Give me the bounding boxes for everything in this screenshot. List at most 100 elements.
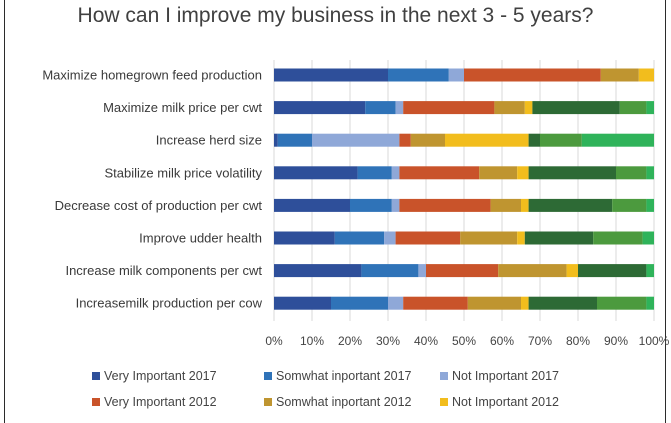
bar-segment bbox=[498, 264, 567, 278]
bar-segment bbox=[399, 133, 411, 147]
bar-segment bbox=[312, 133, 400, 147]
bar-segment bbox=[274, 101, 366, 115]
bar-segment bbox=[384, 231, 396, 245]
bar-segment bbox=[334, 231, 385, 245]
category-label: Increase herd size bbox=[156, 133, 262, 148]
bar-segment bbox=[490, 198, 521, 212]
legend-swatch bbox=[440, 398, 448, 406]
bar-segment bbox=[521, 198, 529, 212]
x-tick-label: 90% bbox=[604, 334, 628, 348]
bar-segment bbox=[399, 198, 491, 212]
x-tick-label: 20% bbox=[338, 334, 362, 348]
bar-segment bbox=[274, 231, 335, 245]
legend-label: Somwhat inportant 2017 bbox=[276, 369, 412, 383]
category-label: Maximize milk price per cwt bbox=[103, 100, 262, 115]
bar-segment bbox=[528, 166, 616, 180]
legend-swatch bbox=[92, 398, 100, 406]
chart-frame bbox=[4, 0, 666, 423]
category-label: Increasemilk production per cow bbox=[76, 296, 263, 311]
bar-segment bbox=[517, 166, 529, 180]
bar-segment bbox=[619, 101, 647, 115]
bar-segment bbox=[277, 133, 312, 147]
x-tick-label: 100% bbox=[639, 334, 670, 348]
bar-segment bbox=[566, 264, 578, 278]
bar-segment bbox=[532, 101, 620, 115]
bar-segment bbox=[274, 68, 388, 82]
legend-label: Very Important 2012 bbox=[104, 395, 217, 409]
bar-segment bbox=[642, 231, 654, 245]
bar-segment bbox=[578, 264, 647, 278]
x-tick-label: 60% bbox=[490, 334, 514, 348]
legend-label: Very Important 2017 bbox=[104, 369, 217, 383]
bar-segment bbox=[399, 166, 480, 180]
x-tick-label: 50% bbox=[452, 334, 476, 348]
bar-segment bbox=[593, 231, 643, 245]
bar-segment bbox=[528, 133, 540, 147]
bar-segment bbox=[350, 198, 392, 212]
bar-segment bbox=[524, 101, 533, 115]
bar-segment bbox=[521, 296, 529, 310]
category-labels: Maximize homegrown feed production Maximi… bbox=[42, 68, 262, 311]
bar-segment bbox=[612, 198, 647, 212]
category-label: Increase milk components per cwt bbox=[65, 263, 262, 278]
bar-segment bbox=[357, 166, 392, 180]
bar-segment bbox=[445, 133, 529, 147]
legend-swatch bbox=[264, 398, 272, 406]
bar-segment bbox=[460, 231, 518, 245]
category-label: Stabilize milk price volatility bbox=[105, 165, 263, 180]
bar-segment bbox=[395, 231, 461, 245]
gridlines bbox=[273, 60, 655, 321]
bar-segment bbox=[274, 198, 350, 212]
bar-segment bbox=[494, 101, 525, 115]
x-tick-label: 40% bbox=[414, 334, 438, 348]
legend-label: Not Important 2017 bbox=[452, 369, 559, 383]
bar-segment bbox=[464, 68, 601, 82]
bar-segment bbox=[361, 264, 419, 278]
bar-segment bbox=[274, 264, 362, 278]
chart-title: How can I improve my business in the nex… bbox=[77, 4, 594, 27]
bar-segment bbox=[646, 101, 654, 115]
bar-segment bbox=[646, 166, 654, 180]
legend-swatch bbox=[440, 372, 448, 380]
bar-segment bbox=[388, 68, 449, 82]
bar-segment bbox=[528, 198, 613, 212]
x-tick-label: 10% bbox=[300, 334, 324, 348]
x-tick-label: 70% bbox=[528, 334, 552, 348]
bar-segment bbox=[426, 264, 499, 278]
bar-segment bbox=[403, 296, 468, 310]
bar-segment bbox=[597, 296, 647, 310]
bar-segment bbox=[410, 133, 445, 147]
bar-segment bbox=[467, 296, 521, 310]
x-tick-label: 80% bbox=[566, 334, 590, 348]
x-tick-label: 30% bbox=[376, 334, 400, 348]
bar-segment bbox=[448, 68, 464, 82]
bar-segment bbox=[395, 101, 404, 115]
bar-segment bbox=[616, 166, 647, 180]
bar-segment bbox=[274, 296, 331, 310]
category-label: Maximize homegrown feed production bbox=[42, 68, 262, 83]
bar-segment bbox=[517, 231, 525, 245]
bar-segment bbox=[600, 68, 639, 82]
x-axis-ticks: 0% 10% 20% 30% 40% 50% 60% 70% 80% 90% 100% bbox=[265, 334, 669, 348]
bar-segment bbox=[528, 296, 597, 310]
bar-segment bbox=[540, 133, 582, 147]
bar-segment bbox=[388, 296, 404, 310]
bars bbox=[274, 68, 654, 310]
bar-segment bbox=[274, 166, 358, 180]
bar-segment bbox=[479, 166, 518, 180]
bar-segment bbox=[331, 296, 388, 310]
x-tick-label: 0% bbox=[265, 334, 283, 348]
bar-segment bbox=[581, 133, 654, 147]
legend: Very Important 2017 Somwhat inportant 201… bbox=[92, 369, 559, 409]
category-label: Decrease cost of production per cwt bbox=[55, 198, 263, 213]
bar-segment bbox=[403, 101, 495, 115]
bar-segment bbox=[365, 101, 396, 115]
legend-label: Not Important 2012 bbox=[452, 395, 559, 409]
bar-segment bbox=[418, 264, 426, 278]
bar-segment bbox=[274, 133, 278, 147]
bar-segment bbox=[646, 296, 654, 310]
legend-swatch bbox=[264, 372, 272, 380]
legend-swatch bbox=[92, 372, 100, 380]
bar-segment bbox=[646, 198, 654, 212]
